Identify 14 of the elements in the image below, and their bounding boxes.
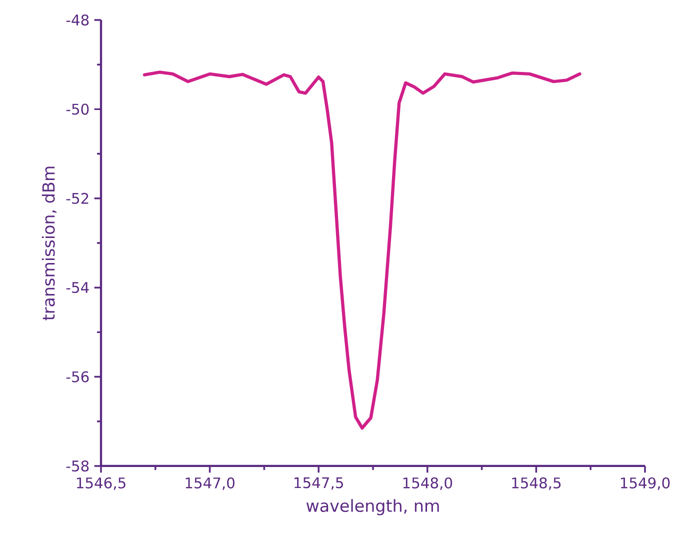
y-tick-label: -48 (66, 14, 89, 26)
x-tick-label: 1549,0 (620, 477, 670, 490)
y-tick-label: -52 (66, 192, 88, 204)
x-tick-label: 1548,5 (512, 477, 561, 490)
y-axis-title: transmission, dBm (42, 166, 57, 320)
x-tick-label: 1547,0 (186, 477, 234, 490)
x-tick-label: 1546,5 (76, 477, 126, 490)
x-axis-title: wavelength, nm (306, 499, 439, 516)
x-tick-label: 1548,0 (403, 477, 452, 490)
y-tick-label: -58 (66, 460, 89, 472)
y-tick-label: -54 (66, 282, 89, 294)
y-tick-label: -50 (66, 104, 89, 115)
x-tick-label: 1547,5 (294, 477, 343, 490)
y-tick-label: -56 (66, 371, 89, 382)
